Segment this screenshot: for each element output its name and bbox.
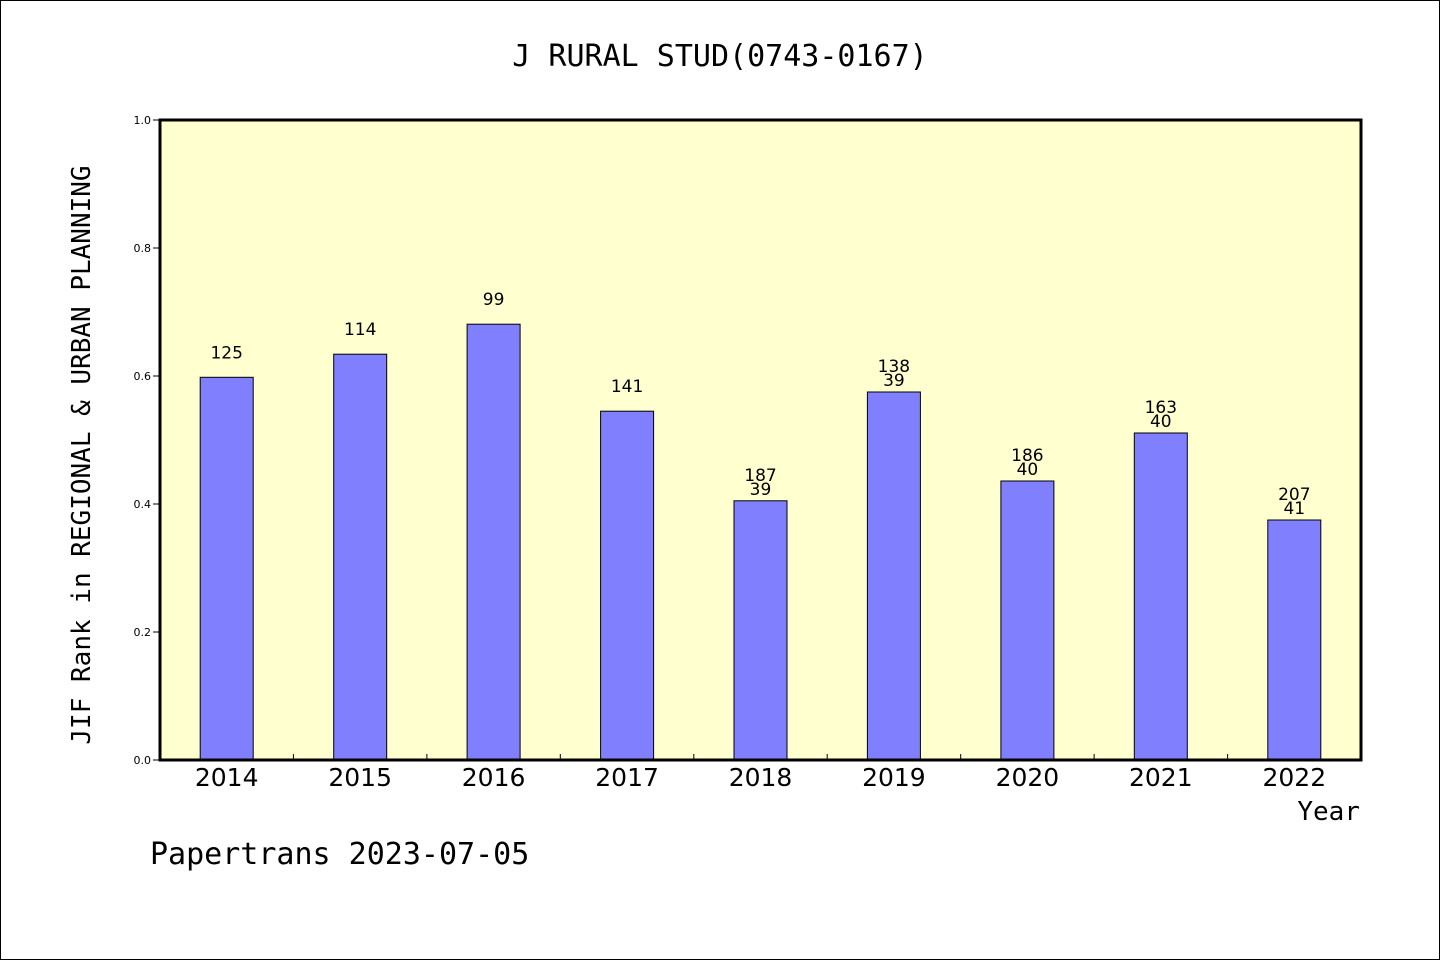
- x-axis: 2014 2015 2016 2017 2018 2019 2020 2021 2022: [195, 754, 1326, 792]
- bar-2018: [733, 500, 788, 761]
- bars-group: [199, 323, 1322, 761]
- bar-label-top: 187: [744, 466, 776, 486]
- bar-2019: [866, 391, 921, 761]
- x-tick-label: 2016: [462, 763, 526, 792]
- bar-label-bottom: 40: [1017, 460, 1039, 480]
- x-axis-label: Year: [1297, 797, 1360, 827]
- bar-label-top: 186: [1011, 446, 1043, 466]
- x-tick-label: 2021: [1129, 763, 1193, 792]
- bar-label-bottom: 40: [1150, 412, 1172, 432]
- bar-2014: [199, 376, 254, 761]
- bar-label-top: 138: [878, 357, 910, 377]
- y-axis-label: JIF Rank in REGIONAL & URBAN PLANNING: [67, 165, 97, 744]
- bar-2015: [333, 353, 388, 761]
- bar-2016: [466, 323, 521, 761]
- y-tick-label: 0.6: [134, 370, 152, 383]
- x-tick-label: 2017: [595, 763, 659, 792]
- bar-label-bottom: 39: [750, 480, 772, 500]
- y-tick-label: 0.0: [134, 754, 152, 767]
- y-axis: 0.0 0.2 0.4 0.6 0.8 1.0: [134, 114, 160, 767]
- x-tick-label: 2020: [996, 763, 1060, 792]
- bar-2020: [1000, 480, 1055, 761]
- y-tick-label: 1.0: [134, 114, 152, 127]
- footer-text: Papertrans 2023-07-05: [150, 837, 529, 872]
- y-tick-label: 0.8: [134, 242, 152, 255]
- bar-label-top: 114: [344, 320, 376, 340]
- bar-label-bottom: 39: [883, 371, 905, 391]
- bar-label-top: 207: [1278, 485, 1310, 505]
- bar-label-bottom: 41: [1283, 499, 1305, 519]
- x-tick-label: 2015: [328, 763, 392, 792]
- bar-label-top: 99: [483, 290, 505, 310]
- x-tick-label: 2019: [862, 763, 926, 792]
- x-tick-label: 2014: [195, 763, 259, 792]
- bar-label-top: 125: [210, 343, 242, 363]
- bar-label-top: 141: [611, 377, 643, 397]
- chart-title: J RURAL STUD(0743-0167): [512, 39, 927, 74]
- x-tick-label: 2022: [1262, 763, 1326, 792]
- bar-2021: [1133, 432, 1188, 761]
- x-tick-label: 2018: [729, 763, 793, 792]
- bar-2017: [600, 410, 655, 761]
- y-tick-label: 0.4: [134, 498, 152, 511]
- plot-border: [158, 118, 1363, 762]
- bar-2022: [1267, 519, 1322, 761]
- y-tick-label: 0.2: [134, 626, 152, 639]
- bar-label-top: 163: [1145, 398, 1177, 418]
